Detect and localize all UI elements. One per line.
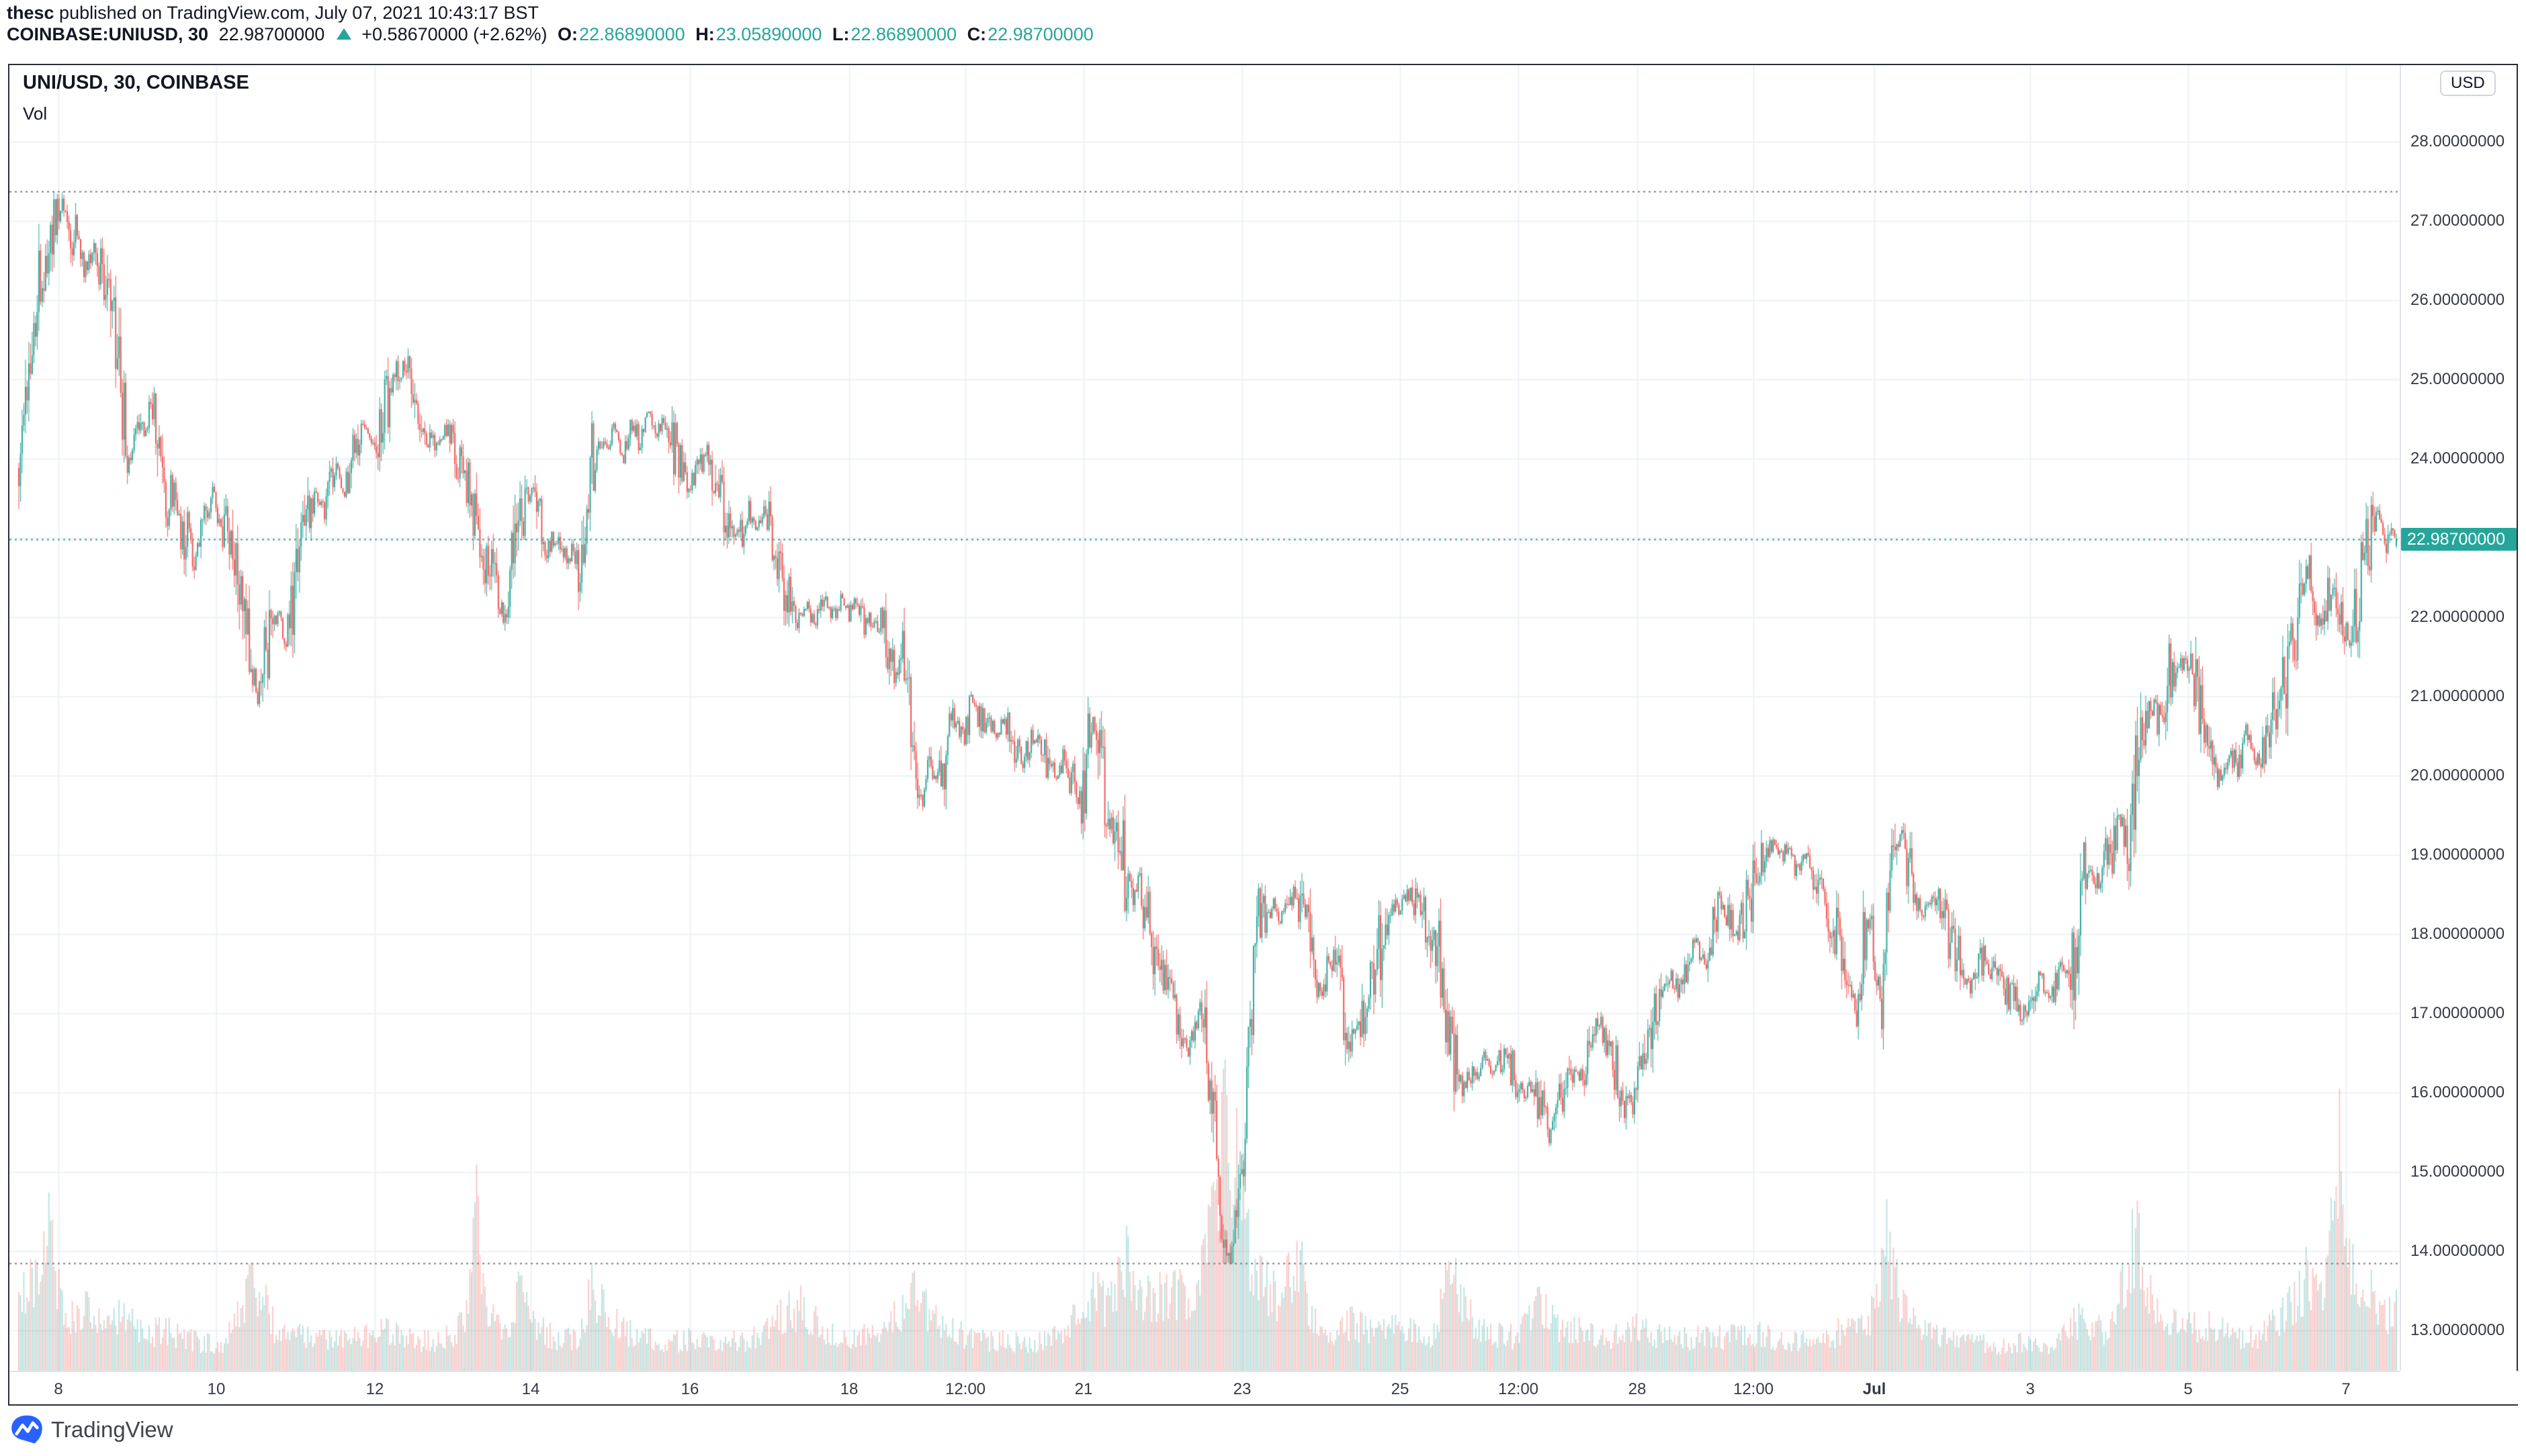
low-value: 22.86890000 — [851, 24, 957, 44]
price-axis-label: 21.00000000 — [2410, 687, 2505, 705]
time-axis-label: 16 — [681, 1380, 699, 1398]
tradingview-logo-text: TradingView — [51, 1417, 173, 1442]
time-axis-label: 3 — [2026, 1380, 2035, 1398]
legend-volume-indicator: Vol — [23, 103, 48, 124]
attribution-line: thesc published on TradingView.com, July… — [7, 3, 539, 24]
price-chart-canvas[interactable] — [9, 65, 2400, 1371]
price-axis-label: 16.00000000 — [2410, 1083, 2505, 1101]
price-axis-label: 20.00000000 — [2410, 766, 2505, 784]
time-axis-label: 12 — [365, 1380, 384, 1398]
price-axis-label: 14.00000000 — [2410, 1242, 2505, 1260]
price-axis-label: 15.00000000 — [2410, 1163, 2505, 1181]
time-axis-label: 21 — [1074, 1380, 1093, 1398]
axis-corner — [2400, 1371, 2517, 1404]
price-axis-label: 27.00000000 — [2410, 212, 2505, 230]
price-axis-label: 28.00000000 — [2410, 132, 2505, 150]
last-price-tag: 22.98700000 — [2401, 527, 2517, 551]
legend-symbol: UNI/USD, 30, COINBASE — [23, 72, 249, 93]
high-label: H: — [695, 24, 715, 44]
price-axis-label: 19.00000000 — [2410, 846, 2505, 864]
price-axis[interactable]: USD 28.00000000 27.00000000 26.00000000 25.… — [2400, 65, 2517, 1371]
close-label: C: — [967, 24, 987, 44]
author-name: thesc — [7, 3, 54, 23]
attribution-text: published on TradingView.com, July 07, 2… — [54, 3, 539, 23]
time-axis-label: 14 — [521, 1380, 540, 1398]
open-label: O: — [558, 24, 578, 44]
time-axis-label: Jul — [1862, 1380, 1886, 1398]
up-triangle-icon — [336, 28, 351, 40]
time-axis-label: 12:00 — [1497, 1380, 1539, 1398]
price-axis-label: 17.00000000 — [2410, 1004, 2505, 1022]
tradingview-logo[interactable]: TradingView — [9, 1414, 173, 1445]
low-label: L: — [832, 24, 850, 44]
time-axis-label: 5 — [2183, 1380, 2193, 1398]
currency-toggle-button[interactable]: USD — [2440, 71, 2496, 96]
price-axis-label: 13.00000000 — [2410, 1321, 2505, 1339]
price-axis-label: 25.00000000 — [2410, 370, 2505, 388]
time-axis-label: 12:00 — [945, 1380, 986, 1398]
time-axis-label: 12:00 — [1733, 1380, 1774, 1398]
time-axis-label: 8 — [54, 1380, 63, 1398]
time-axis-label: 25 — [1391, 1380, 1409, 1398]
time-axis-label: 10 — [207, 1380, 226, 1398]
high-value: 23.05890000 — [715, 24, 822, 44]
tradingview-logo-icon — [11, 1415, 42, 1444]
symbol-ohlc-bar: COINBASE:UNIUSD, 30 22.98700000 +0.58670… — [7, 24, 1099, 45]
time-axis-label: 28 — [1628, 1380, 1647, 1398]
price-axis-label: 18.00000000 — [2410, 925, 2505, 943]
time-axis-label: 7 — [2341, 1380, 2351, 1398]
time-axis-label: 18 — [840, 1380, 859, 1398]
price-axis-label: 22.00000000 — [2410, 608, 2505, 626]
chart-legend: UNI/USD, 30, COINBASE Vol — [23, 72, 249, 124]
price-axis-label: 24.00000000 — [2410, 449, 2505, 467]
chart-frame: UNI/USD, 30, COINBASE Vol USD 28.0000000… — [8, 64, 2519, 1406]
last-price: 22.98700000 — [218, 24, 325, 44]
close-value: 22.98700000 — [988, 24, 1094, 44]
time-axis[interactable]: 8 10 12 14 16 18 12:00 21 23 25 12:00 28 12:00 Jul 3 5 7 — [9, 1371, 2519, 1404]
symbol-name: COINBASE:UNIUSD, 30 — [7, 24, 209, 44]
time-axis-label: 23 — [1233, 1380, 1252, 1398]
open-value: 22.86890000 — [579, 24, 685, 44]
price-change: +0.58670000 (+2.62%) — [361, 24, 548, 44]
price-axis-label: 26.00000000 — [2410, 291, 2505, 309]
chart-plot-area[interactable]: UNI/USD, 30, COINBASE Vol — [9, 65, 2400, 1371]
